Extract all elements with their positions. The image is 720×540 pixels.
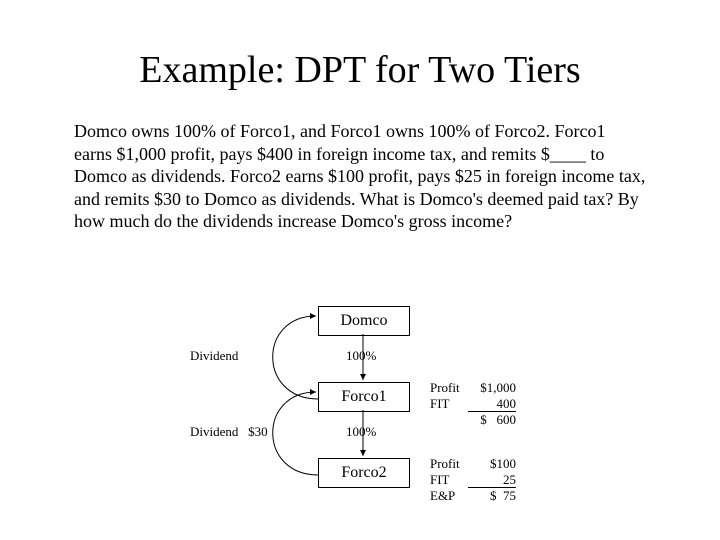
table-row: FIT 25 xyxy=(430,472,516,489)
ownership-domco-forco1: 100% xyxy=(346,348,376,364)
fin-value: $ 75 xyxy=(468,488,516,504)
slide: Example: DPT for Two Tiers Domco owns 10… xyxy=(0,0,720,540)
table-row: Profit $100 xyxy=(430,456,516,472)
fin-value: 400 xyxy=(468,396,516,413)
node-domco: Domco xyxy=(318,306,410,336)
node-forco2: Forco2 xyxy=(318,458,410,488)
dividend-label-2: Dividend $30 xyxy=(190,424,268,440)
fin-label: Profit xyxy=(430,456,468,472)
finance-forco2: Profit $100 FIT 25 E&P $ 75 xyxy=(430,456,516,504)
table-row: Profit $1,000 xyxy=(430,380,516,396)
table-row: $ 600 xyxy=(430,412,516,428)
table-row: E&P $ 75 xyxy=(430,488,516,504)
node-forco2-label: Forco2 xyxy=(341,464,386,482)
dividend-label-1: Dividend xyxy=(190,348,238,364)
table-row: FIT 400 xyxy=(430,396,516,413)
fin-value: 25 xyxy=(468,472,516,489)
diagram: Domco Forco1 Forco2 100% 100% Dividend D… xyxy=(0,0,720,540)
fin-label: E&P xyxy=(430,488,468,504)
fin-label: FIT xyxy=(430,472,468,489)
finance-forco1: Profit $1,000 FIT 400 $ 600 xyxy=(430,380,516,428)
fin-label: Profit xyxy=(430,380,468,396)
node-forco1: Forco1 xyxy=(318,382,410,412)
fin-label: FIT xyxy=(430,396,468,413)
fin-value: $1,000 xyxy=(468,380,516,396)
node-forco1-label: Forco1 xyxy=(341,388,386,406)
ownership-forco1-forco2: 100% xyxy=(346,424,376,440)
fin-label xyxy=(430,412,468,428)
node-domco-label: Domco xyxy=(340,312,387,330)
fin-value: $ 600 xyxy=(468,412,516,428)
fin-value: $100 xyxy=(468,456,516,472)
